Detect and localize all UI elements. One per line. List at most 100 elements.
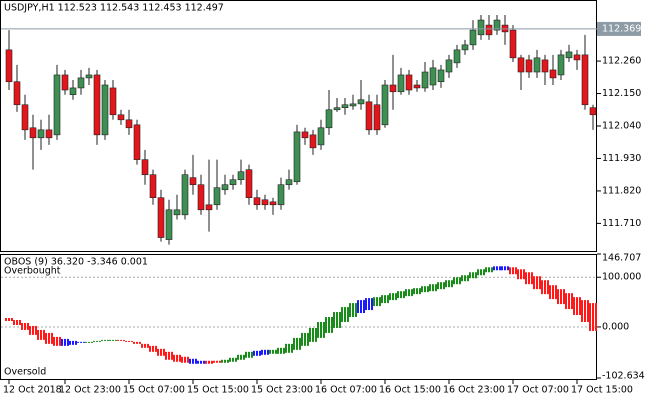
candle-body bbox=[77, 77, 85, 89]
candle-body bbox=[157, 197, 165, 238]
candle-body bbox=[181, 174, 189, 216]
candle-body bbox=[541, 59, 549, 73]
indicator-pane bbox=[0, 254, 597, 380]
y-tick-label: 100.000 bbox=[602, 272, 641, 283]
candle-body bbox=[141, 159, 149, 175]
candle-body bbox=[205, 204, 213, 211]
candle-body bbox=[5, 49, 13, 83]
candle-body bbox=[517, 57, 525, 73]
candle-body bbox=[341, 104, 349, 109]
candle-body bbox=[301, 131, 309, 139]
candle-body bbox=[237, 171, 245, 181]
y-tick-label: 0.000 bbox=[602, 321, 629, 332]
candle-body bbox=[165, 209, 173, 240]
candle-body bbox=[213, 187, 221, 206]
oversold-label: Oversold bbox=[4, 367, 46, 378]
y-tick-label: 112.040 bbox=[602, 121, 641, 132]
indicator-title: OBOS (9) 36.320 -3.346 0.001 bbox=[4, 257, 148, 268]
candle-body bbox=[381, 84, 389, 126]
overbought-label: Overbought bbox=[4, 266, 61, 277]
current-price-label: 112.369 bbox=[602, 23, 641, 34]
y-tick-label: 146.707 bbox=[602, 253, 641, 264]
y-tick-label: 112.260 bbox=[602, 56, 641, 67]
candle-body bbox=[453, 49, 461, 64]
candle-body bbox=[429, 67, 437, 86]
candle-body bbox=[365, 101, 373, 131]
candle-body bbox=[533, 57, 541, 73]
chart-title: USDJPY,H1 112.523 112.543 112.453 112.49… bbox=[4, 3, 224, 14]
candle-body bbox=[13, 81, 21, 106]
candle-body bbox=[69, 87, 77, 96]
x-tick-label: 15 Oct 15:00 bbox=[187, 385, 249, 396]
candle-body bbox=[573, 54, 581, 61]
candle-body bbox=[405, 74, 413, 91]
candle-body bbox=[261, 199, 269, 206]
x-tick-label: 15 Oct 07:00 bbox=[123, 385, 185, 396]
x-tick-label: 16 Oct 15:00 bbox=[379, 385, 441, 396]
candle-body bbox=[189, 177, 197, 186]
candle-body bbox=[389, 84, 397, 93]
y-tick-label: 112.150 bbox=[602, 88, 641, 99]
candle-body bbox=[565, 51, 573, 59]
candle-body bbox=[149, 174, 157, 199]
candle-body bbox=[413, 84, 421, 89]
candle-body bbox=[493, 19, 501, 31]
candle-body bbox=[45, 129, 53, 139]
candle-body bbox=[509, 29, 517, 59]
candle-body bbox=[309, 134, 317, 149]
x-tick-label: 12 Oct 2018 bbox=[3, 385, 62, 396]
x-tick-label: 16 Oct 07:00 bbox=[315, 385, 377, 396]
candle-body bbox=[93, 74, 101, 136]
candle-body bbox=[445, 59, 453, 73]
candle-body bbox=[357, 99, 365, 105]
y-tick-label: -102.634 bbox=[602, 371, 645, 382]
candle-body bbox=[549, 69, 557, 79]
candle-body bbox=[245, 169, 253, 199]
candle-body bbox=[293, 131, 301, 183]
candle-body bbox=[461, 44, 469, 51]
candle-body bbox=[285, 179, 293, 186]
x-tick-label: 16 Oct 23:00 bbox=[443, 385, 505, 396]
candle-body bbox=[269, 201, 277, 206]
candle-body bbox=[133, 124, 141, 160]
candle-body bbox=[117, 114, 125, 121]
candle-body bbox=[421, 71, 429, 89]
candle-body bbox=[61, 74, 69, 91]
x-tick-label: 15 Oct 23:00 bbox=[251, 385, 313, 396]
main-pane bbox=[0, 0, 597, 252]
candle-body bbox=[485, 24, 493, 36]
candle-body bbox=[277, 184, 285, 206]
x-tick-label: 12 Oct 23:00 bbox=[59, 385, 121, 396]
candle-body bbox=[197, 184, 205, 211]
candle-body bbox=[333, 107, 341, 111]
candle-body bbox=[589, 107, 597, 116]
candle-body bbox=[373, 104, 381, 131]
candle-body bbox=[317, 127, 325, 146]
y-tick-label: 111.710 bbox=[602, 218, 641, 229]
candle-body bbox=[221, 184, 229, 191]
candle-body bbox=[325, 109, 333, 129]
candle-body bbox=[125, 119, 133, 129]
candle-body bbox=[581, 54, 589, 106]
y-tick-label: 111.930 bbox=[602, 153, 641, 164]
candle-body bbox=[229, 179, 237, 186]
candle-body bbox=[397, 74, 405, 93]
candle-body bbox=[173, 209, 181, 216]
candle-body bbox=[437, 69, 445, 83]
candle-body bbox=[21, 104, 29, 131]
candle-body bbox=[29, 127, 37, 139]
y-tick-label: 111.820 bbox=[602, 185, 641, 196]
candle-body bbox=[469, 29, 477, 46]
candle-body bbox=[101, 84, 109, 136]
current-price-box bbox=[597, 21, 641, 36]
candle-body bbox=[85, 74, 93, 79]
candle-body bbox=[109, 87, 117, 116]
candle-body bbox=[53, 74, 61, 136]
x-tick-label: 17 Oct 15:00 bbox=[571, 385, 633, 396]
candle-body bbox=[557, 54, 565, 76]
candle-body bbox=[525, 59, 533, 73]
candle-body bbox=[253, 197, 261, 206]
candle-body bbox=[349, 103, 357, 107]
x-tick-label: 17 Oct 07:00 bbox=[507, 385, 569, 396]
